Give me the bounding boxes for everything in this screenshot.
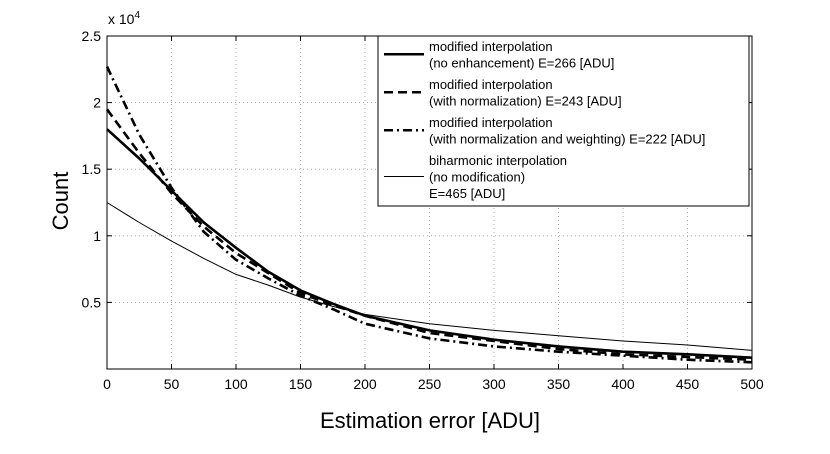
legend: modified interpolation (no enhancement) E…: [377, 35, 750, 207]
x-tick-label: 200: [353, 376, 377, 392]
x-tick-label: 300: [482, 376, 506, 392]
x-tick-label: 400: [611, 376, 635, 392]
series-line-2: [105, 108, 753, 361]
legend-box: [377, 35, 750, 207]
series-line-4: [106, 202, 753, 351]
series-line-3: [105, 66, 753, 364]
legend-entry-text: modified interpolation: [429, 115, 553, 130]
legend-entry-text: modified interpolation: [429, 77, 553, 92]
y-tick-label: 2.5: [82, 28, 102, 44]
x-tick-label: 50: [164, 376, 180, 392]
x-tick-label: 150: [289, 376, 313, 392]
x-tick-label: 100: [224, 376, 248, 392]
y-tick-label: 0.5: [82, 294, 102, 310]
legend-entry-text: E=465 [ADU]: [429, 186, 505, 201]
legend-entry-text: (no enhancement) E=266 [ADU]: [429, 56, 614, 71]
y-tick-label: 2: [93, 95, 101, 111]
y-tick-label: 1: [93, 228, 101, 244]
legend-entry-text: (with normalization and weighting) E=222…: [429, 132, 705, 147]
y-tick-label: 1.5: [82, 161, 102, 177]
x-tick-label: 250: [418, 376, 442, 392]
legend-entry-text: (with normalization) E=243 [ADU]: [429, 94, 622, 109]
legend-entry-text: biharmonic interpolation: [429, 153, 567, 168]
x-tick-label: 450: [676, 376, 700, 392]
x-axis-label: Estimation error [ADU]: [320, 408, 540, 433]
y-multiplier: x 104: [108, 10, 140, 27]
series-lines: [105, 66, 753, 364]
x-tick-label: 500: [740, 376, 764, 392]
legend-entry-text: (no modification): [429, 170, 525, 185]
legend-entry-text: modified interpolation: [429, 39, 553, 54]
x-tick-label: 0: [103, 376, 111, 392]
x-tick-label: 350: [547, 376, 571, 392]
y-axis-label: Count: [48, 172, 73, 231]
